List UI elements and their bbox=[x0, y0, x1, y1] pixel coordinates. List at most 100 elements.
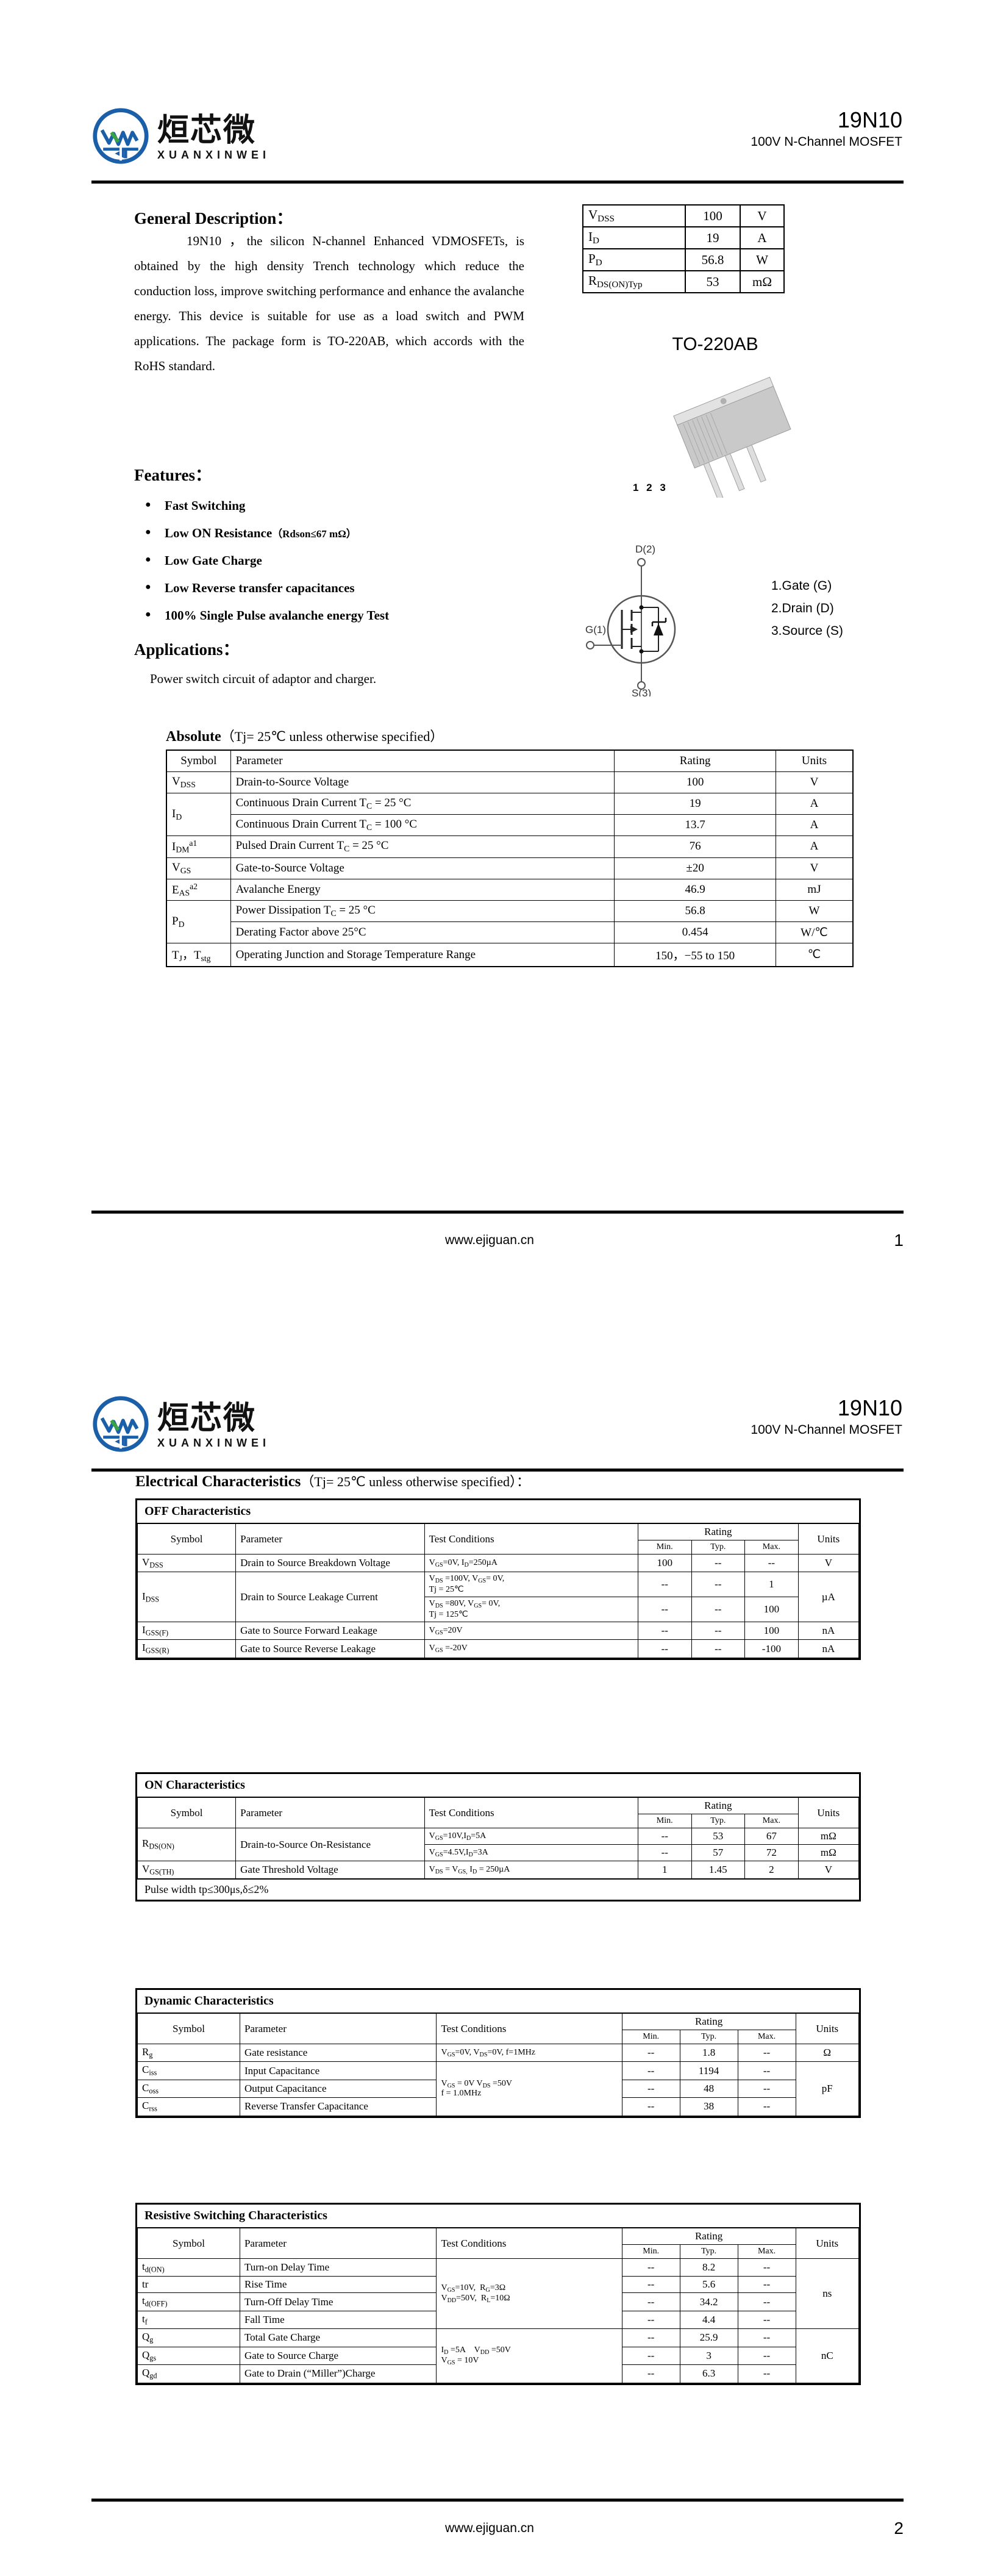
row-parameter: Continuous Drain Current TC = 100 °C bbox=[230, 814, 615, 836]
row-symbol: Qgs bbox=[137, 2346, 240, 2366]
row-conditions: VGS = 0V VDS =50V f = 1.0MHz bbox=[436, 2061, 622, 2116]
row-typ: 1.45 bbox=[691, 1860, 746, 1880]
row-parameter: Turn-Off Delay Time bbox=[239, 2292, 437, 2311]
row-units: nA bbox=[797, 1622, 860, 1640]
row-parameter: Gate to Source Reverse Leakage bbox=[235, 1639, 425, 1658]
row-parameter: Turn-on Delay Time bbox=[239, 2258, 437, 2277]
row-symbol: IDSS bbox=[137, 1572, 237, 1623]
logo-chinese-name: 烜芯微 bbox=[157, 112, 257, 149]
col-min: Min. bbox=[621, 2030, 680, 2044]
col-units: Units bbox=[775, 750, 854, 772]
row-units: nC bbox=[795, 2328, 859, 2383]
col-typ: Typ. bbox=[679, 2244, 738, 2259]
row-min: -- bbox=[621, 2061, 680, 2080]
table-row: VGS(TH) Gate Threshold Voltage VDS = VGS… bbox=[137, 1860, 860, 1880]
col-typ: Typ. bbox=[679, 2030, 738, 2044]
footer-divider bbox=[91, 1211, 904, 1214]
row-parameter: Output Capacitance bbox=[239, 2079, 437, 2098]
col-typ: Typ. bbox=[691, 1814, 746, 1828]
col-max: Max. bbox=[744, 1540, 799, 1555]
row-units: nA bbox=[797, 1639, 860, 1658]
row-symbol: VDSS bbox=[166, 771, 231, 793]
features-list: Fast Switching Low ON Resistance（Rdson≤6… bbox=[134, 499, 561, 623]
row-symbol: td(ON) bbox=[137, 2258, 240, 2277]
applications-text: Power switch circuit of adaptor and char… bbox=[150, 671, 377, 686]
footer-url[interactable]: www.ejiguan.cn bbox=[445, 2521, 534, 2535]
on-characteristics-block: ON Characteristics Symbol Parameter Test… bbox=[135, 1772, 861, 1902]
feature-label: Low ON Resistance bbox=[165, 526, 273, 540]
row-symbol: Ciss bbox=[137, 2061, 240, 2080]
row-rating: 56.8 bbox=[614, 900, 776, 923]
company-logo: 烜芯微 XUANXINWEI bbox=[91, 1395, 270, 1453]
table-row: td(OFF) Turn-Off Delay Time -- 34.2 -- bbox=[137, 2292, 859, 2311]
logo-english-name: XUANXINWEI bbox=[157, 148, 271, 161]
row-units: V bbox=[797, 1860, 860, 1880]
row-unit: A bbox=[775, 835, 854, 858]
page-footer: www.ejiguan.cn 2 bbox=[91, 2519, 904, 2538]
col-min: Min. bbox=[637, 1814, 692, 1828]
row-parameter: Gate to Source Forward Leakage bbox=[235, 1622, 425, 1640]
feature-label: Low Gate Charge bbox=[165, 553, 262, 568]
row-symbol: VDSS bbox=[137, 1553, 237, 1573]
part-subtitle: 100V N-Channel MOSFET bbox=[751, 1422, 902, 1437]
row-max: -- bbox=[737, 2079, 796, 2098]
row-parameter: Drain-to-Source Voltage bbox=[230, 771, 615, 793]
row-parameter: Derating Factor above 25°C bbox=[230, 921, 615, 944]
row-max: -- bbox=[744, 1553, 799, 1573]
row-max: -- bbox=[737, 2043, 796, 2063]
table-header-row: Symbol Parameter Rating Units bbox=[166, 750, 854, 772]
row-typ: 57 bbox=[691, 1844, 746, 1861]
pulse-width-note: Pulse width tp≤300μs,δ≤2% bbox=[137, 1879, 859, 1900]
row-parameter: Gate to Drain (“Miller”)Charge bbox=[239, 2364, 437, 2383]
row-min: -- bbox=[621, 2097, 680, 2116]
row-units: ns bbox=[795, 2258, 859, 2330]
on-characteristics-table: Symbol Parameter Test Conditions Rating … bbox=[137, 1797, 860, 1880]
table-row: PD Power Dissipation TC = 25 °C 56.8 W bbox=[166, 900, 854, 944]
col-parameter: Parameter bbox=[235, 1523, 425, 1555]
row-parameter: Drain to Source Leakage Current bbox=[235, 1572, 425, 1623]
summary-value: 19 bbox=[685, 226, 741, 249]
summary-ratings-table: VDSS 100 V ID 19 A PD 56.8 W RDS(ON)Typ … bbox=[582, 204, 785, 293]
table-row: IDSS Drain to Source Leakage Current VDS… bbox=[137, 1572, 860, 1623]
row-symbol: Crss bbox=[137, 2097, 240, 2116]
on-characteristics-title: ON Characteristics bbox=[137, 1774, 859, 1797]
summary-unit: A bbox=[740, 226, 785, 249]
row-typ: 53 bbox=[691, 1828, 746, 1845]
off-characteristics-title: OFF Characteristics bbox=[137, 1500, 859, 1523]
summary-value: 53 bbox=[685, 270, 741, 293]
col-test-conditions: Test Conditions bbox=[424, 1523, 638, 1555]
row-conditions: VGS=10V,ID=5A bbox=[424, 1828, 638, 1845]
table-row: Ciss Input Capacitance VGS = 0V VDS =50V… bbox=[137, 2061, 859, 2116]
header-part-info: 19N10 100V N-Channel MOSFET bbox=[751, 1396, 902, 1437]
table-row: ID Continuous Drain Current TC = 25 °C 1… bbox=[166, 793, 854, 836]
row-typ: 4.4 bbox=[679, 2310, 738, 2330]
summary-symbol: VDSS bbox=[582, 204, 686, 227]
footer-url[interactable]: www.ejiguan.cn bbox=[445, 1233, 534, 1247]
table-row: Derating Factor above 25°C 0.454 W/℃ bbox=[166, 921, 854, 944]
col-units: Units bbox=[797, 1523, 860, 1555]
row-parameter: Avalanche Energy bbox=[230, 878, 615, 901]
row-symbol: Rg bbox=[137, 2043, 240, 2063]
svg-text:G(1): G(1) bbox=[585, 624, 606, 635]
row-symbol: Qg bbox=[137, 2328, 240, 2347]
col-symbol: Symbol bbox=[137, 2228, 240, 2259]
feature-label: 100% Single Pulse avalanche energy Test bbox=[165, 608, 390, 623]
row-rating: 0.454 bbox=[614, 921, 776, 944]
dynamic-characteristics-table: Symbol Parameter Test Conditions Rating … bbox=[137, 2013, 859, 2116]
row-parameter: Input Capacitance bbox=[239, 2061, 437, 2080]
dynamic-characteristics-title: Dynamic Characteristics bbox=[137, 1990, 859, 2013]
part-number: 19N10 bbox=[837, 107, 902, 132]
table-row: RDS(ON)Typ 53 mΩ bbox=[582, 270, 785, 293]
row-min: -- bbox=[621, 2310, 680, 2330]
col-symbol: Symbol bbox=[137, 1797, 237, 1828]
table-row: VDSS Drain-to-Source Voltage 100 V bbox=[166, 771, 854, 793]
row-symbol: VGS(TH) bbox=[137, 1860, 237, 1880]
row-rating: 100 bbox=[614, 771, 776, 793]
row-max: -- bbox=[737, 2061, 796, 2080]
row-conditions: VGS=10V, RG=3Ω VDD=50V, RL=10Ω bbox=[436, 2258, 622, 2330]
row-symbol: td(OFF) bbox=[137, 2292, 240, 2311]
col-units: Units bbox=[795, 2228, 859, 2259]
table-row: EASa2 Avalanche Energy 46.9 mJ bbox=[166, 878, 854, 901]
row-min: -- bbox=[637, 1572, 692, 1598]
